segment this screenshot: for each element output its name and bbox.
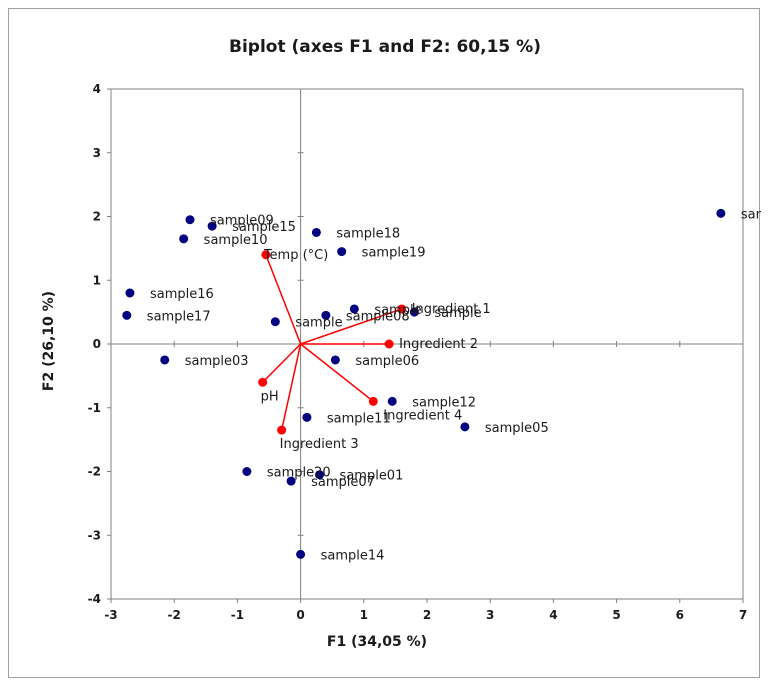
observation-label: sample15 xyxy=(232,220,296,235)
observation-point xyxy=(321,310,331,320)
observation-label: sample17 xyxy=(147,309,211,324)
observation-label: sample11 xyxy=(327,411,391,426)
observation-point xyxy=(179,234,189,244)
variable-vector xyxy=(262,343,302,383)
chart-frame: Biplot (axes F1 and F2: 60,15 %) -3 -2 -1 0… xyxy=(8,8,761,678)
x-axis-title: F1 (34,05 %) xyxy=(327,634,427,650)
x-tick-label: 5 xyxy=(612,608,620,622)
variable-vector xyxy=(300,343,374,402)
variable-label: Ingredient 1 xyxy=(412,302,491,317)
y-tick-label: 1 xyxy=(93,273,101,287)
variable-label: Ingredient 2 xyxy=(399,337,478,352)
y-tick-label: 4 xyxy=(93,82,101,96)
variable-point xyxy=(258,377,268,387)
observation-point xyxy=(409,307,419,317)
y-tick-label: 3 xyxy=(93,146,101,160)
y-tick-label: -1 xyxy=(88,401,101,415)
y-tick-label: -2 xyxy=(88,465,101,479)
x-tick-label: 0 xyxy=(296,608,304,622)
observation-label: sample06 xyxy=(355,354,419,369)
observation-point xyxy=(302,412,312,422)
observation-label: sample xyxy=(295,316,342,331)
observation-label: sample20 xyxy=(267,466,331,481)
observation-point xyxy=(125,288,135,298)
variable-point xyxy=(397,304,407,314)
observation-label: sample09 xyxy=(210,214,274,229)
observation-label: sample xyxy=(434,306,481,321)
observation-label: sample10 xyxy=(204,233,268,248)
observation-point xyxy=(160,355,170,365)
y-tick-label: -4 xyxy=(88,592,101,606)
y-axis-title: F2 (26,10 %) xyxy=(41,291,57,391)
x-tick-label: -2 xyxy=(168,608,181,622)
chart-title: Biplot (axes F1 and F2: 60,15 %) xyxy=(229,37,541,57)
biplot-chart: Biplot (axes F1 and F2: 60,15 %) -3 -2 -1 0… xyxy=(41,37,761,650)
variable-label: pH xyxy=(261,389,279,404)
observation-label: sample03 xyxy=(185,354,249,369)
observation-point xyxy=(315,470,325,480)
variable-vector xyxy=(280,343,302,431)
observation-point xyxy=(330,355,340,365)
observation-point xyxy=(716,208,726,218)
observation-label: sample05 xyxy=(485,421,549,436)
variable-point xyxy=(384,339,394,349)
observation-point xyxy=(311,227,321,237)
variable-point xyxy=(368,396,378,406)
observation-label: sample08 xyxy=(346,309,410,324)
variable-label: Temp (°C) xyxy=(263,248,329,263)
x-tick-label: 7 xyxy=(739,608,747,622)
variable-label: Ingredient 3 xyxy=(280,437,359,452)
variable-vectors xyxy=(258,250,407,435)
x-tick-label: 1 xyxy=(360,608,368,622)
observation-point xyxy=(337,247,347,257)
observation-point xyxy=(207,221,217,231)
y-tick-label: 2 xyxy=(93,210,101,224)
observation-point xyxy=(349,304,359,314)
observation-label: sample14 xyxy=(321,548,385,563)
observation-point xyxy=(460,422,470,432)
observation-point xyxy=(122,310,132,320)
observation-point xyxy=(387,396,397,406)
observation-label: sample13 xyxy=(741,207,761,222)
observation-label: sample xyxy=(374,303,421,318)
variable-point xyxy=(261,250,271,260)
observation-point xyxy=(185,215,195,225)
y-tick-label: 0 xyxy=(93,337,101,351)
observation-point xyxy=(286,476,296,486)
observation-label: sample07 xyxy=(311,475,375,490)
x-tick-label: 3 xyxy=(486,608,494,622)
point-labels: Temp (°C) Ingredient 1 Ingredient 2 pH Ingre… xyxy=(147,207,761,563)
observation-label: sample18 xyxy=(336,226,400,241)
observation-label: sample16 xyxy=(150,287,214,302)
observation-label: sample12 xyxy=(412,395,476,410)
variable-point xyxy=(277,425,287,435)
y-tick-label: -3 xyxy=(88,528,101,542)
x-tick-label: -1 xyxy=(231,608,244,622)
x-tick-label: 2 xyxy=(423,608,431,622)
x-tick-label: 6 xyxy=(676,608,684,622)
observation-points xyxy=(122,208,726,559)
variable-vector xyxy=(300,308,402,345)
observation-point xyxy=(242,467,252,476)
observation-label: sample19 xyxy=(362,246,426,261)
variable-label: Ingredient 4 xyxy=(383,408,462,423)
x-tick-label: 4 xyxy=(549,608,557,622)
observation-label: sample01 xyxy=(340,469,404,484)
observation-point xyxy=(296,549,306,559)
x-tick-label: -3 xyxy=(104,608,117,622)
variable-vector xyxy=(265,254,302,345)
observation-point xyxy=(270,317,280,327)
